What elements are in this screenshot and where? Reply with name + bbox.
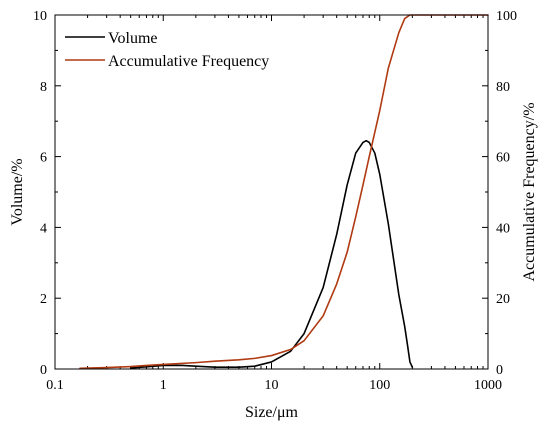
y-right-tick-label: 0 xyxy=(496,363,503,378)
y-left-tick-label: 6 xyxy=(40,151,47,166)
y-axis-left-title: Volume/% xyxy=(9,158,26,225)
y-left-tick-label: 2 xyxy=(40,292,47,307)
y-right-tick-label: 80 xyxy=(496,80,510,95)
y-left-tick-label: 8 xyxy=(40,80,47,95)
y-left-tick-label: 4 xyxy=(40,221,47,236)
y-axis-right-title: Accumulative Frequency/% xyxy=(521,102,538,281)
x-tick-label: 10 xyxy=(265,378,279,393)
x-axis-title: Size/μm xyxy=(245,404,299,421)
x-tick-label: 100 xyxy=(369,378,390,393)
x-tick-label: 0.1 xyxy=(46,378,64,393)
y-left-tick-label: 10 xyxy=(33,9,47,24)
y-left-tick-label: 0 xyxy=(40,363,47,378)
x-tick-label: 1 xyxy=(160,378,167,393)
legend-volume-label: Volume xyxy=(108,30,157,47)
series-accumulative-frequency-line xyxy=(79,14,489,370)
y-right-tick-label: 40 xyxy=(496,221,510,236)
series-volume-line xyxy=(129,139,414,369)
series-layer xyxy=(79,14,489,370)
y-right-tick-label: 100 xyxy=(496,9,517,24)
legend: Volume Accumulative Frequency xyxy=(65,30,269,70)
y-right-tick-label: 60 xyxy=(496,151,510,166)
plot-frame xyxy=(54,14,489,370)
y-right-tick-label: 20 xyxy=(496,292,510,307)
legend-accumulative-label: Accumulative Frequency xyxy=(108,53,269,70)
x-tick-label: 1000 xyxy=(474,378,502,393)
